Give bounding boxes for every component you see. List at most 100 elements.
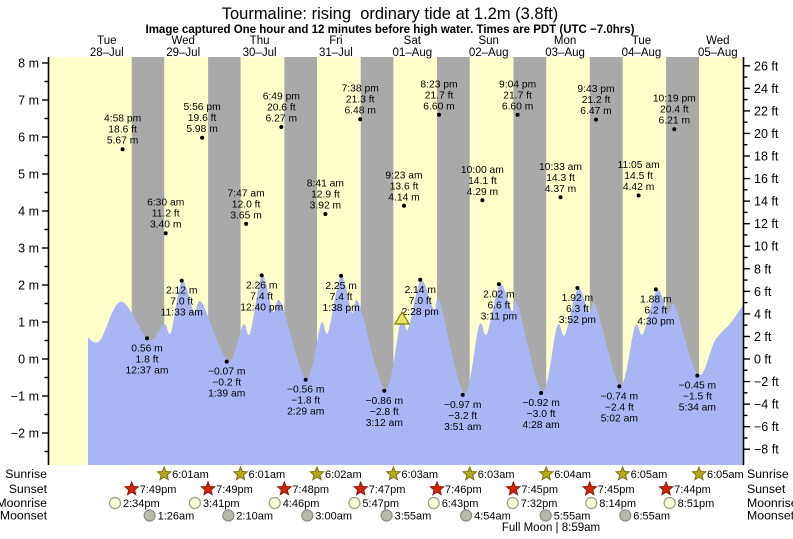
tide-point [496, 282, 501, 287]
tide-annotation-line: 11:33 am [161, 308, 203, 319]
day-name-label: Wed [171, 35, 194, 47]
tide-annotation-line: 4.42 m [623, 182, 654, 193]
tide-annotation-line: 12:37 am [126, 365, 169, 376]
moonset-time: 3:00am [315, 511, 352, 523]
day-name-label: Thu [250, 35, 270, 47]
tide-annotation-line: 6.60 m [423, 101, 454, 112]
tide-annotation-midday-high: 2.02 m6.6 ft3:11 pm [481, 282, 517, 322]
tide-annotation-line: 10:00 am [461, 165, 504, 176]
tide-annotation-line: 6.27 m [266, 114, 297, 125]
right-axis-label: −6 ft [754, 420, 779, 434]
moonrise-row-label-right: Moonrise [747, 496, 793, 510]
left-axis-label: 3 m [18, 242, 39, 256]
moonset-time: 1:26am [158, 511, 195, 523]
right-axis-label: 4 ft [754, 307, 772, 321]
tide-point [358, 117, 363, 122]
tide-point [244, 221, 249, 226]
tide-annotation-line: 5:02 am [601, 413, 638, 424]
tide-annotation-line: 10:33 am [539, 162, 582, 173]
day-date-label: 01–Aug [392, 47, 432, 59]
tide-point [145, 336, 149, 341]
tide-annotation-line: 3:11 pm [481, 311, 517, 322]
moonrise-circle [348, 496, 361, 510]
left-axis-label: −2 m [11, 427, 39, 441]
sunset-star [276, 480, 293, 496]
tide-point [515, 112, 520, 117]
tide-point [179, 278, 184, 283]
right-axis-label: 8 ft [754, 262, 772, 276]
tide-annotation-line: 6.2 ft [644, 305, 667, 316]
tide-annotation-midday-high: 2.25 m7.4 ft1:38 pm [322, 273, 360, 314]
tide-annotation-line: 3:52 pm [559, 315, 596, 326]
right-axis-label: 0 ft [754, 353, 772, 367]
tide-annotation-line: 7.4 ft [330, 292, 353, 303]
sunrise-time: 6:03am [401, 469, 438, 481]
plot-area: 8 m 7 m 6 m 5 m 4 m 3 m 2 m 1 m 0 m −1 m −2 m 26 ft… [11, 35, 779, 465]
tide-annotation-line: 20.6 ft [267, 103, 296, 114]
moonset-row-label-left: Moonset [0, 509, 48, 523]
sunset-row-label-right: Sunset [747, 482, 786, 496]
tide-annotation-line: 12.9 ft [311, 190, 340, 201]
astro-rows: 6:01am 6:01am 6:02am 6:03am 6:03am 6:04am 6:05… [108, 465, 744, 523]
sunset-time: 7:49pm [140, 484, 177, 496]
tide-annotation-line: 3.65 m [230, 210, 261, 221]
moonrise-circle [427, 496, 440, 510]
tide-annotation-night-low: −0.07 m−0.2 ft1:39 am [208, 359, 245, 400]
tide-annotation-line: 6.48 m [344, 106, 375, 117]
tide-annotation-line: 4.14 m [388, 192, 419, 203]
tide-annotation-line: 13.6 ft [390, 181, 419, 192]
moonset-time: 4:54am [474, 511, 511, 523]
sunset-star [581, 480, 598, 496]
tide-point [323, 212, 328, 216]
tide-point [558, 195, 563, 200]
right-axis-label: 22 ft [754, 104, 779, 118]
right-axis-label: −4 ft [754, 398, 779, 412]
tide-point [594, 117, 598, 122]
tide-annotation-line: 2.14 m [404, 285, 435, 296]
tide-annotation-line: 1:39 am [208, 389, 245, 400]
tide-annotation-line: 4:58 pm [104, 114, 141, 125]
moonset-circle [143, 509, 156, 522]
tide-annotation-line: −0.74 m [601, 391, 639, 402]
sunset-time: 7:49pm [216, 484, 253, 496]
day-date-label: 04–Aug [622, 47, 662, 59]
tide-annotation-line: 1:38 pm [322, 303, 359, 314]
chart-subtitle: Image captured One hour and 12 minutes b… [146, 24, 635, 36]
tide-annotation-line: 7:47 am [227, 188, 264, 199]
left-axis-label: −1 m [11, 390, 39, 404]
tide-annotation-line: 21.7 ft [425, 90, 454, 101]
tide-annotation-line: 7.0 ft [409, 296, 432, 307]
tide-annotation-midday-high: 1.88 m6.2 ft4:30 pm [637, 287, 674, 327]
tide-annotation-midday-high: 2.14 m7.0 ft2:28 pm [402, 277, 439, 318]
tide-annotation-line: 3.92 m [310, 201, 341, 212]
tide-point [575, 286, 580, 290]
right-axis-label: 18 ft [754, 150, 779, 164]
tide-annotation-night-low: −0.74 m−2.4 ft5:02 am [601, 384, 639, 424]
tide-annotation-line: 9:43 pm [577, 84, 614, 95]
tide-annotation-line: 6:30 am [147, 198, 184, 209]
tide-annotation-line: 4:30 pm [637, 316, 674, 327]
tide-annotation-line: 14.1 ft [468, 176, 497, 187]
tide-point [120, 147, 125, 152]
sunrise-star [538, 465, 555, 481]
tide-point [636, 193, 641, 198]
tide-point [539, 391, 544, 395]
sunrise-time: 6:02am [325, 469, 362, 481]
right-axis-label: 16 ft [754, 172, 779, 186]
tide-annotation-line: 6:49 pm [263, 92, 300, 103]
moonrise-circle [506, 496, 519, 510]
tide-annotation-line: 19.6 ft [188, 113, 217, 124]
sunrise-row-label-right: Sunrise [747, 467, 789, 481]
tide-annotation-line: 1.88 m [640, 294, 671, 305]
tide-annotation-line: 6.3 ft [566, 304, 589, 315]
tide-annotation-line: −1.5 ft [683, 392, 712, 403]
right-axis-label: 10 ft [754, 240, 779, 254]
sunset-star [658, 480, 674, 496]
right-axis-label: 6 ft [754, 285, 772, 299]
